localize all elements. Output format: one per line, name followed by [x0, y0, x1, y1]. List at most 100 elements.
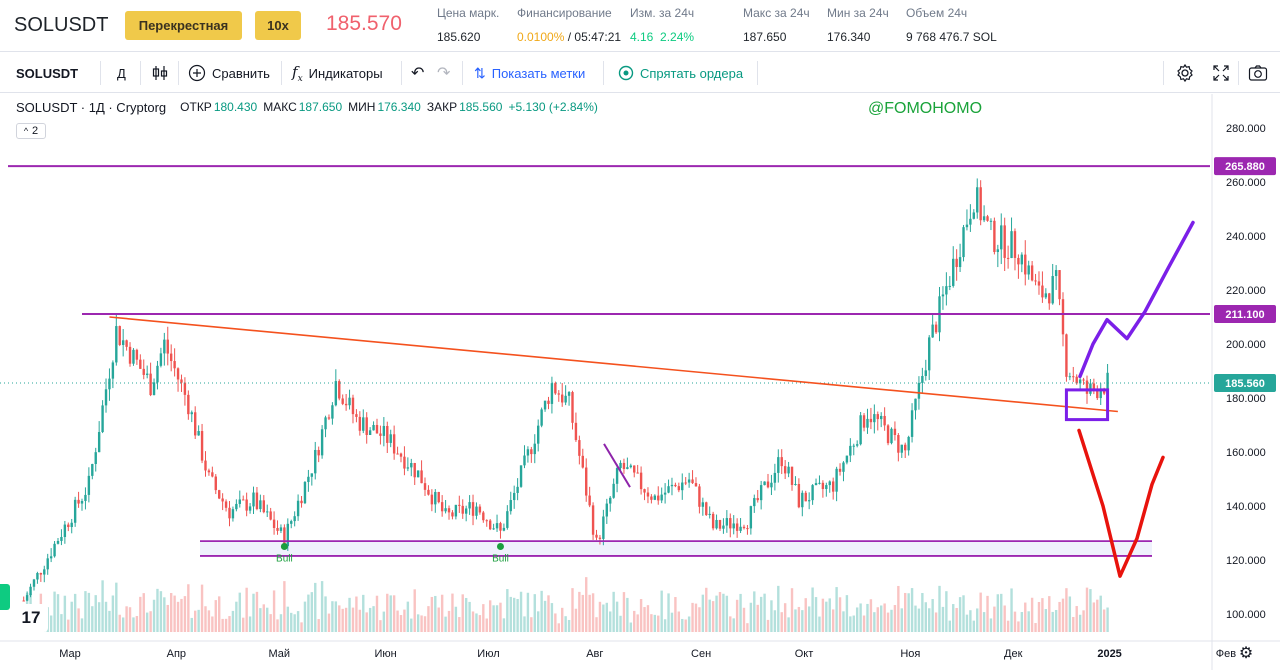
- symbol-search-button[interactable]: SOLUSDT: [16, 65, 79, 81]
- candle-body: [1044, 293, 1048, 298]
- volume-bar: [420, 615, 423, 632]
- volume-bar: [248, 616, 252, 632]
- hide-orders-label: Спрятать ордера: [640, 65, 744, 81]
- volume-bar: [550, 603, 554, 632]
- candle-body: [996, 249, 1000, 252]
- bull-marker-label: Bull: [492, 554, 509, 565]
- volume-bar: [615, 601, 619, 632]
- candle-body: [746, 528, 749, 530]
- volume-bar: [327, 613, 331, 632]
- mark-price-stat: Цена марк. 185.620: [437, 6, 499, 44]
- volume-bar: [125, 606, 128, 632]
- price-chart[interactable]: 280.000 260.000 240.000 220.000 200.000 180.0…: [0, 94, 1280, 670]
- volume-bar: [255, 591, 259, 632]
- volume-bar: [362, 594, 365, 632]
- candle-body: [49, 556, 53, 559]
- volume-bar: [355, 596, 358, 632]
- volume-bar: [698, 607, 701, 632]
- symbol-title[interactable]: SOLUSDT: [14, 14, 109, 36]
- candle-style-icon[interactable]: [151, 53, 169, 93]
- funding-label[interactable]: Финансирование: [517, 6, 612, 20]
- settings-gear-icon[interactable]: [1175, 53, 1195, 93]
- legend-collapse-button[interactable]: ^ 2: [16, 123, 46, 139]
- indicators-button[interactable]: fx Индикаторы: [292, 53, 383, 93]
- candle-body: [46, 558, 49, 570]
- volume-bar: [657, 615, 660, 632]
- show-marks-button[interactable]: ⇅ Показать метки: [474, 53, 585, 93]
- candle-body: [259, 500, 262, 510]
- volume-bar: [605, 602, 608, 632]
- candle-body: [1102, 389, 1106, 394]
- candle-body: [945, 286, 948, 295]
- indicator-count: 2: [32, 125, 39, 137]
- margin-mode-button[interactable]: Перекрестная: [125, 11, 242, 40]
- chart-canvas[interactable]: 280.000 260.000 240.000 220.000 200.000 180.0…: [0, 94, 1280, 670]
- candle-body: [149, 373, 152, 396]
- candle-body: [77, 499, 80, 504]
- candle-body: [200, 431, 204, 461]
- volume-bar: [972, 620, 976, 632]
- volume-bar: [900, 608, 903, 632]
- redo-icon[interactable]: ↷: [437, 65, 451, 82]
- candle-body: [87, 475, 91, 495]
- volume-bar: [564, 616, 567, 632]
- volume-bar: [904, 592, 907, 632]
- candle-body: [931, 324, 934, 338]
- compare-button[interactable]: Сравнить: [188, 53, 270, 93]
- candle-body: [423, 483, 427, 490]
- volume-bar: [681, 618, 684, 632]
- volume-bar: [835, 587, 838, 632]
- volume-bar: [934, 612, 938, 632]
- price-tick-label: 260.000: [1226, 177, 1266, 189]
- volume-bar: [142, 593, 145, 632]
- bull-marker-dot: [280, 543, 288, 550]
- volume-bar: [1027, 611, 1030, 632]
- candle-body: [290, 521, 293, 524]
- volume-bar: [49, 615, 53, 632]
- candle-body: [115, 326, 118, 363]
- undo-icon[interactable]: ↶: [411, 65, 425, 82]
- volume-bar: [197, 609, 200, 632]
- candle-body: [29, 586, 32, 596]
- candle-body: [763, 481, 766, 486]
- volume-bar: [135, 616, 139, 632]
- volume-bar: [152, 599, 156, 632]
- fullscreen-icon[interactable]: [1212, 53, 1230, 93]
- scroll-left-handle[interactable]: [0, 584, 10, 610]
- candle-body: [314, 449, 317, 474]
- candle-body: [118, 326, 121, 345]
- volume-bar: [1037, 601, 1041, 632]
- volume-bar: [880, 605, 883, 632]
- volume-bar: [509, 596, 512, 632]
- series-title[interactable]: SOLUSDT · 1Д · Cryptorg: [16, 100, 167, 115]
- interval-button[interactable]: Д: [117, 65, 126, 81]
- high-value: 187.650: [743, 30, 787, 44]
- candle-body: [653, 495, 657, 500]
- time-tick-label: Сен: [691, 648, 711, 660]
- volume-bar: [982, 612, 986, 632]
- candle-body: [694, 483, 698, 487]
- candle-body: [454, 504, 458, 517]
- candle-body: [279, 527, 283, 531]
- candle-body: [142, 368, 145, 375]
- volume-bar: [1065, 588, 1068, 632]
- volume-bar: [921, 593, 924, 632]
- candle-body: [636, 472, 639, 474]
- candle-body: [362, 417, 365, 431]
- volume-bar: [852, 615, 855, 632]
- candle-body: [958, 257, 962, 268]
- time-axis-settings-icon[interactable]: ⚙: [1239, 645, 1253, 662]
- volume-bar: [269, 614, 272, 632]
- volume-bar: [955, 607, 958, 632]
- hide-orders-button[interactable]: Спрятать ордера: [618, 53, 743, 93]
- price-tick-label: 160.000: [1226, 447, 1266, 459]
- volume-bar: [742, 607, 746, 632]
- volume-bar: [691, 602, 694, 632]
- camera-icon[interactable]: [1248, 53, 1268, 93]
- leverage-button[interactable]: 10x: [255, 11, 301, 40]
- candle-body: [475, 506, 478, 516]
- candle-body: [368, 430, 372, 435]
- candle-body: [1096, 389, 1099, 399]
- volume-bar: [965, 614, 969, 632]
- volume-bar: [149, 611, 152, 632]
